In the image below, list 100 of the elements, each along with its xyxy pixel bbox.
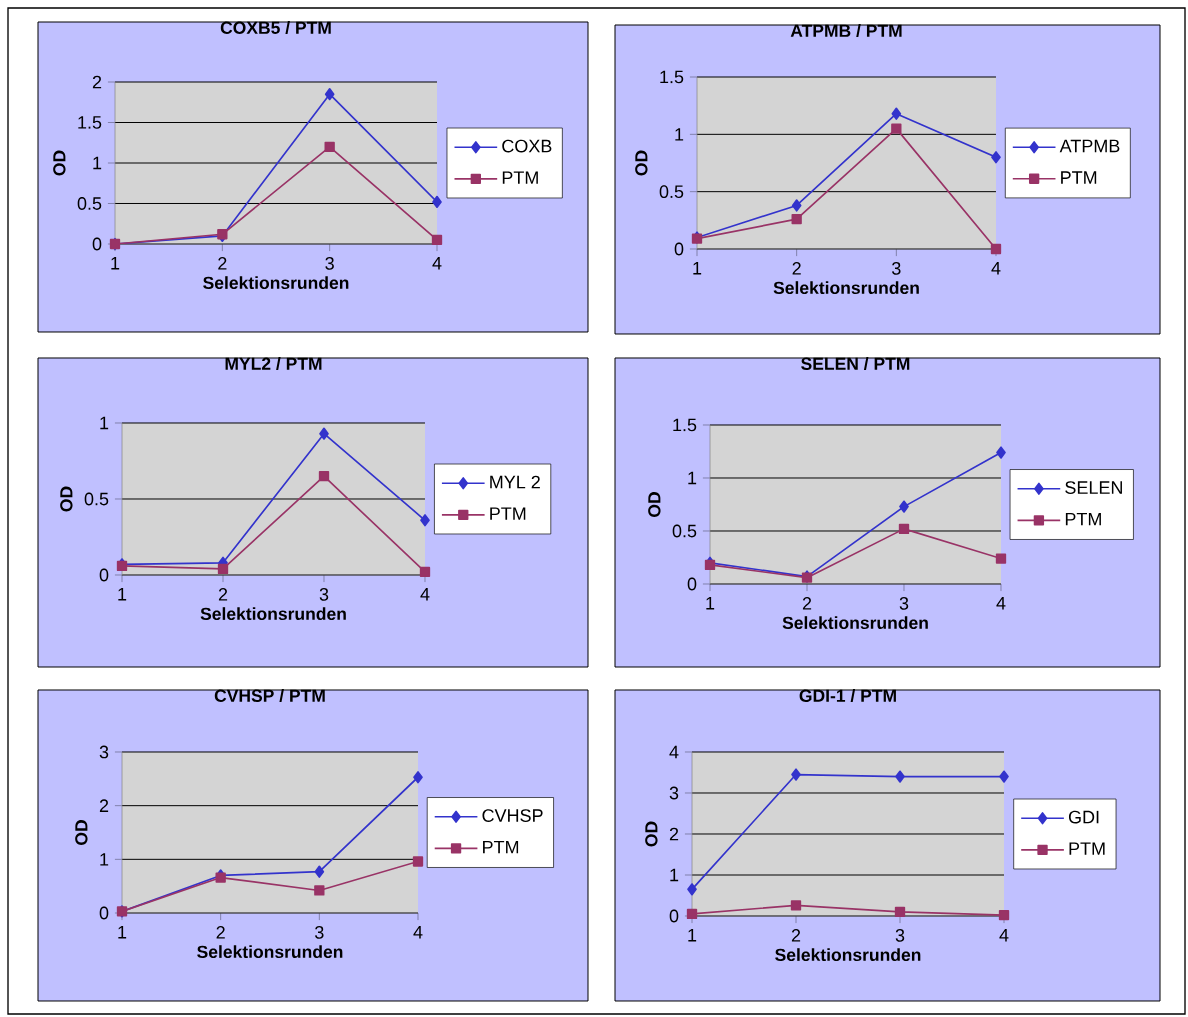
point [432,195,442,209]
point [894,906,906,918]
point [413,771,423,784]
point [420,514,430,527]
legend-label: PTM [1065,512,1101,526]
point [314,885,325,896]
legend-label: ATPMB [1059,139,1120,153]
point [217,563,229,575]
x-tick-label: 2 [802,597,812,610]
point [318,471,330,482]
y-tick-label: 3 [99,745,109,759]
point [791,214,802,225]
y-tick-label: 1.5 [673,418,697,432]
chart-title: CVHSP / PTM [214,689,325,703]
x-tick-label: 1 [118,925,127,939]
point [899,500,909,513]
y-tick-label: 1 [675,128,684,141]
legend-label: GDI [1068,810,1099,824]
x-tick-label: 3 [892,262,901,275]
legend-label: SELEN [1065,481,1122,494]
x-tick-label: 3 [315,925,324,939]
x-tick-label: 3 [895,929,905,942]
x-tick-label: 2 [216,925,225,939]
y-tick-label: 2 [92,75,102,89]
chart-title: ATPMB / PTM [790,24,902,38]
x-axis-title: Selektionsrunden [203,276,349,290]
y-tick-label: 1 [100,853,109,866]
x-tick-label: 4 [420,587,430,601]
point [996,446,1006,459]
chart-title: GDI-1 / PTM [799,689,896,703]
x-tick-label: 3 [325,257,334,270]
point [998,910,1010,921]
y-tick-label: 0 [99,568,109,582]
legend-label: MYL 2 [490,475,540,489]
point [791,199,802,212]
x-axis-title: Selektionsrunden [197,945,343,959]
x-tick-label: 4 [432,256,442,270]
y-axis-title: OD [648,492,661,517]
legend-label: PTM [1061,171,1097,184]
y-tick-label: 1 [670,868,679,882]
point [686,908,698,920]
y-tick-label: 0 [92,237,102,251]
y-tick-label: 0 [687,577,697,591]
legend-label: CVHSP [482,809,543,822]
point [891,107,902,120]
point [687,883,697,896]
y-tick-label: 2 [99,799,109,812]
x-axis-title: Selektionsrunden [773,281,919,295]
y-tick-label: 1 [93,156,102,170]
legend-label: PTM [490,507,526,520]
point [791,768,801,781]
x-tick-label: 1 [111,256,120,270]
x-axis-title: Selektionsrunden [775,948,921,962]
x-axis-title: Selektionsrunden [200,607,346,621]
y-tick-label: 0 [674,242,684,256]
x-tick-label: 2 [218,587,228,601]
y-axis-title: OD [645,821,658,847]
legend-label: PTM [1069,842,1105,855]
point [319,427,329,440]
point [314,865,325,878]
legend-label: PTM [483,840,519,854]
point [898,523,910,535]
y-tick-label: 1 [100,416,109,430]
y-tick-label: 0.5 [659,185,684,199]
y-tick-label: 0 [99,906,109,920]
y-tick-label: 2 [669,827,679,841]
point [324,87,335,101]
x-tick-label: 2 [218,257,227,270]
x-tick-label: 4 [996,596,1006,610]
y-axis-title: OD [53,150,66,176]
x-tick-label: 4 [413,925,423,939]
x-tick-label: 4 [991,261,1001,275]
x-tick-label: 1 [706,596,715,610]
y-tick-label: 1.5 [660,70,684,84]
y-axis-title: OD [60,486,73,512]
y-axis-title: OD [75,820,88,845]
x-tick-label: 2 [791,929,801,942]
chart-title: COXB5 / PTM [220,21,331,35]
y-tick-label: 0.5 [672,524,697,538]
point [990,243,1002,255]
y-tick-label: 0.5 [77,197,102,210]
x-axis-title: Selektionsrunden [782,616,928,630]
point [419,566,431,578]
chart-title: SELEN / PTM [801,357,910,371]
x-tick-label: 1 [118,587,127,601]
y-tick-label: 0 [669,909,679,923]
point [790,900,802,911]
point [995,553,1007,564]
y-tick-label: 1 [688,471,697,485]
point [412,856,424,867]
legend-label: COXB [502,139,552,153]
x-tick-label: 2 [792,262,801,275]
y-tick-label: 0.5 [84,492,109,506]
x-tick-label: 4 [999,928,1009,942]
legend-label: PTM [502,171,538,184]
y-tick-label: 3 [669,786,679,800]
point [991,151,1001,164]
x-tick-label: 3 [319,587,329,601]
y-axis-title: OD [635,150,648,176]
point [891,123,902,134]
